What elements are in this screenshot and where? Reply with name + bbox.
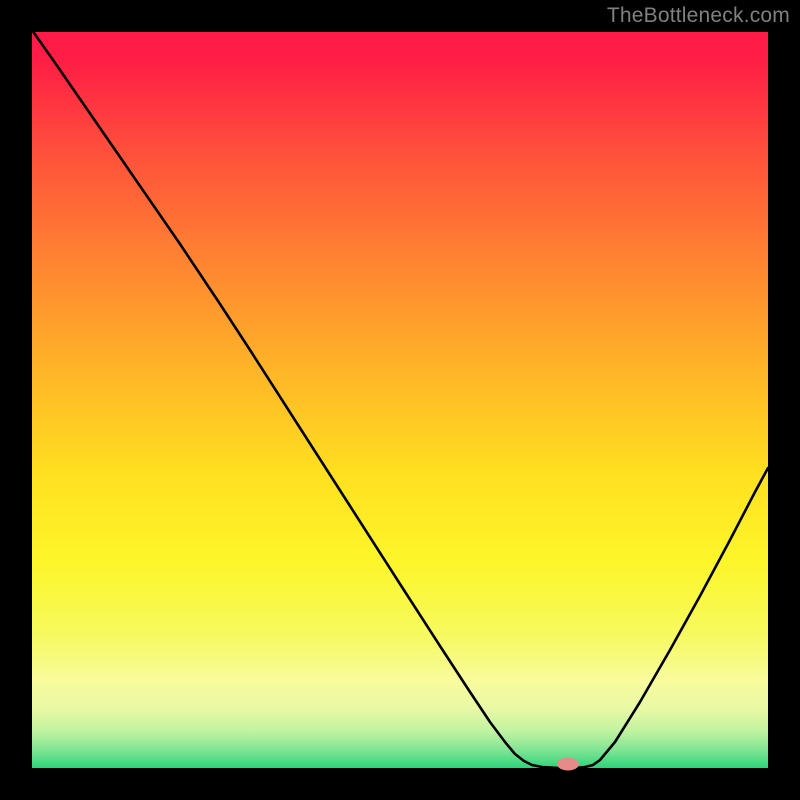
watermark-label: TheBottleneck.com [607,4,790,28]
bottleneck-chart [0,0,800,800]
plot-area [32,32,768,768]
chart-container: TheBottleneck.com [0,0,800,800]
optimum-marker [557,758,579,771]
